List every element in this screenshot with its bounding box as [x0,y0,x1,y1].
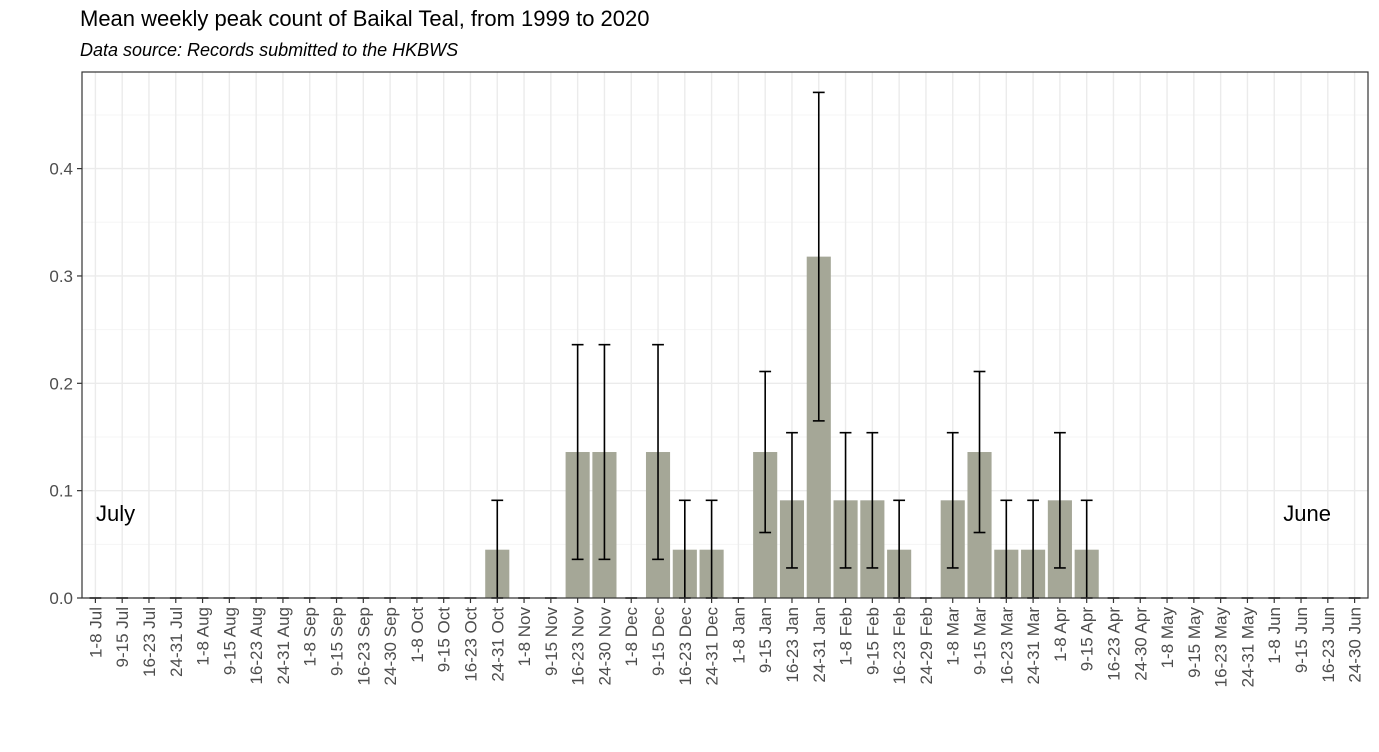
x-tick-label: 9-15 Oct [435,607,454,672]
x-tick-label: 1-8 Sep [301,607,320,667]
x-tick-label: 1-8 Jan [729,607,748,664]
y-axis: 0.0 0.1 0.2 0.3 0.4 [49,160,82,608]
x-tick-label: 16-23 Dec [676,607,695,686]
x-tick-label: 24-31 Dec [703,607,722,686]
x-tick-label: 24-31 Aug [274,607,293,685]
x-tick-label: 24-30 Sep [381,607,400,685]
x-tick-label: 1-8 Nov [515,607,534,667]
x-tick-label: 24-31 Oct [488,607,507,682]
x-tick-label: 16-23 Sep [354,607,373,685]
y-tick-label: 0.4 [49,160,73,179]
x-tick-label: 16-23 Nov [569,607,588,686]
x-tick-label: 1-8 Feb [837,607,856,666]
x-tick-label: 16-23 Jul [140,607,159,677]
annotation-june: June [1283,501,1331,526]
x-tick-label: 1-8 Mar [944,607,963,666]
x-tick-label: 16-23 Apr [1104,607,1123,681]
x-tick-label: 1-8 Jul [86,607,105,658]
x-tick-label: 24-31 Jul [167,607,186,677]
y-tick-label: 0.3 [49,267,73,286]
y-tick-label: 0.2 [49,374,73,393]
x-tick-label: 1-8 Aug [194,607,213,666]
x-tick-label: 9-15 Jun [1292,607,1311,673]
x-tick-label: 1-8 Dec [622,607,641,667]
x-tick-label: 24-30 Apr [1131,607,1150,681]
x-tick-label: 9-15 Feb [863,607,882,675]
chart-subtitle: Data source: Records submitted to the HK… [80,40,459,60]
x-tick-label: 9-15 Jul [113,607,132,667]
x-tick-label: 16-23 Aug [247,607,266,685]
x-tick-label: 9-15 Dec [649,607,668,676]
x-tick-label: 16-23 Mar [997,607,1016,685]
x-tick-label: 9-15 Jan [756,607,775,673]
x-tick-label: 9-15 Nov [542,607,561,676]
y-tick-label: 0.1 [49,482,73,501]
x-tick-label: 24-30 Jun [1346,607,1365,683]
x-tick-label: 1-8 Apr [1051,607,1070,662]
y-tick-label: 0.0 [49,589,73,608]
x-tick-label: 9-15 Aug [220,607,239,675]
x-tick-label: 24-31 May [1238,607,1257,688]
x-tick-label: 1-8 May [1158,607,1177,669]
x-tick-label: 24-29 Feb [917,607,936,685]
x-tick-label: 9-15 May [1185,607,1204,678]
chart-title: Mean weekly peak count of Baikal Teal, f… [80,6,650,31]
x-tick-label: 16-23 Oct [461,607,480,682]
x-tick-label: 16-23 Jan [783,607,802,683]
x-tick-label: 9-15 Sep [328,607,347,676]
x-axis: 1-8 Jul 9-15 Jul 16-23 Jul 24-31 Jul 1-8 Aug… [86,598,1365,688]
x-tick-label: 24-31 Mar [1024,607,1043,685]
x-tick-label: 9-15 Apr [1078,607,1097,672]
x-tick-label: 16-23 May [1212,607,1231,688]
x-tick-label: 16-23 Jun [1319,607,1338,683]
x-tick-label: 24-31 Jan [810,607,829,683]
x-tick-label: 9-15 Mar [971,607,990,675]
x-tick-label: 1-8 Jun [1265,607,1284,664]
x-tick-label: 24-30 Nov [595,607,614,686]
annotation-july: July [96,501,135,526]
grid-lines [82,72,1368,599]
x-tick-label: 16-23 Feb [890,607,909,685]
panel-border [81,71,1369,599]
x-tick-label: 1-8 Oct [408,607,427,663]
